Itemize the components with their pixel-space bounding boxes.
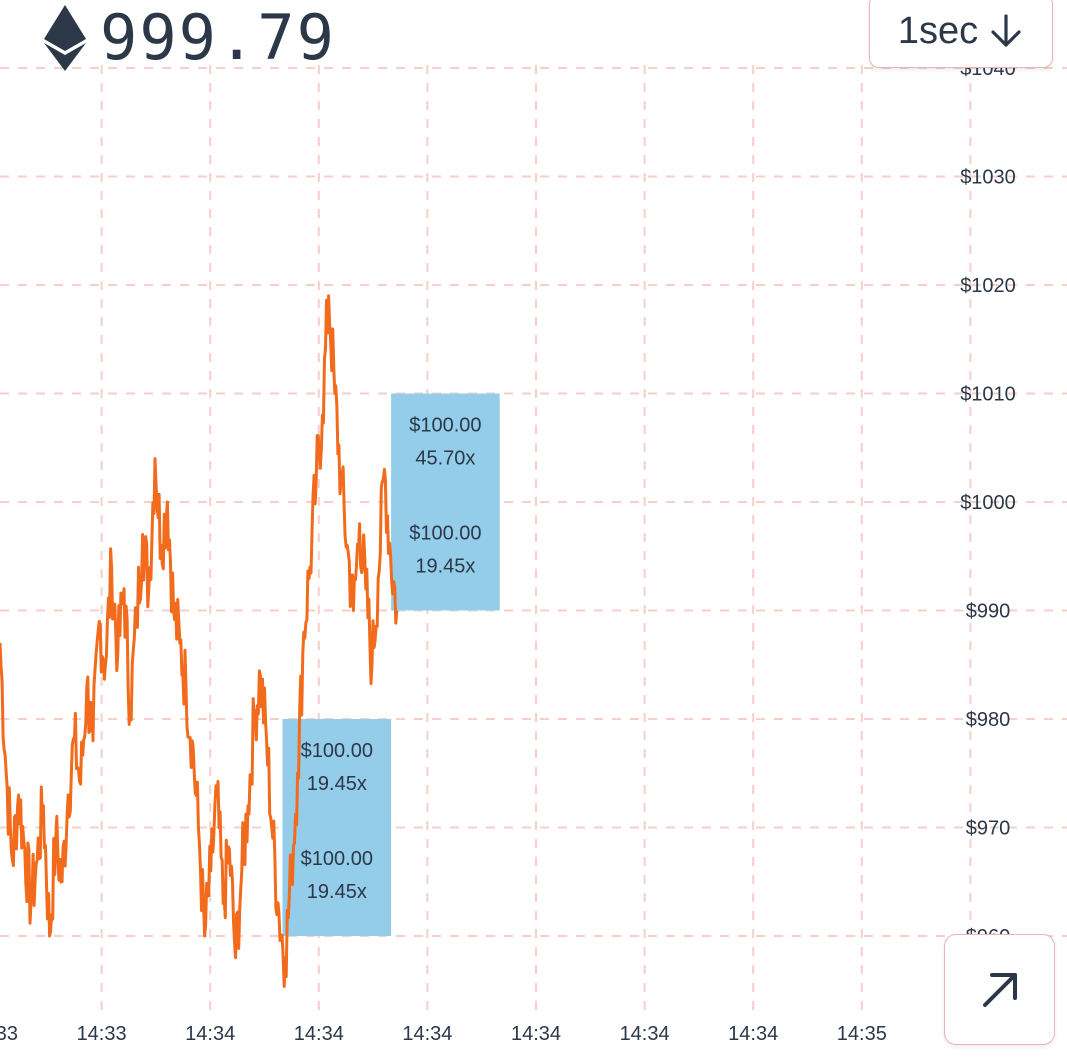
arrow-up-right-icon — [982, 972, 1017, 1007]
x-tick-label: 14:34 — [402, 1023, 452, 1045]
ethereum-icon — [44, 5, 86, 71]
x-axis: 14:33 14:33 14:34 14:34 14:34 14:34 14:34 14:34… — [0, 1023, 995, 1045]
price-header: 999.79 — [44, 0, 336, 76]
bet-multiplier: 19.45x — [307, 881, 367, 903]
bet-amount: $100.00 — [409, 523, 481, 545]
interval-label: 1sec — [897, 9, 979, 52]
current-price: 999.79 — [100, 1, 336, 74]
bet-box[interactable]: $100.00 19.45x $100.00 19.45x — [282, 719, 392, 936]
x-tick-label: 14:33 — [0, 1023, 18, 1045]
y-tick-label: $1010 — [960, 384, 1016, 406]
x-tick-label: 14:34 — [294, 1023, 344, 1045]
bet-amount: $100.00 — [409, 415, 481, 437]
y-tick-label: $1030 — [960, 167, 1016, 189]
price-line-layer — [0, 294, 399, 988]
x-tick-label: 14:34 — [511, 1023, 561, 1045]
y-tick-label: $1000 — [960, 492, 1016, 514]
x-tick-label: 14:35 — [837, 1023, 887, 1045]
bet-box-background[interactable] — [391, 393, 500, 611]
y-tick-label: $1020 — [960, 275, 1016, 297]
bet-amount: $100.00 — [301, 848, 373, 870]
bet-multiplier: 19.45x — [307, 773, 367, 795]
y-axis: $1040$1030$1020$1010$1000$990$980$970$96… — [960, 58, 1016, 948]
y-tick-label: $990 — [966, 601, 1011, 623]
interval-selector-button[interactable]: 1sec — [869, 0, 1053, 68]
bet-amount: $100.00 — [301, 740, 373, 762]
x-tick-label: 14:34 — [185, 1023, 235, 1045]
x-tick-label: 14:34 — [728, 1023, 778, 1045]
expand-button[interactable] — [944, 934, 1055, 1045]
x-tick-label: 14:34 — [620, 1023, 670, 1045]
price-line — [0, 294, 399, 988]
x-tick-label: 14:33 — [77, 1023, 127, 1045]
bet-box-background[interactable] — [282, 719, 392, 936]
y-tick-label: $980 — [966, 709, 1011, 731]
bet-box[interactable]: $100.00 45.70x $100.00 19.45x — [391, 393, 500, 611]
arrow-down-icon — [991, 14, 1021, 47]
bet-multiplier: 45.70x — [415, 448, 475, 470]
bet-boxes[interactable]: $100.0019.45x$100.0019.45x$100.0045.70x$… — [282, 393, 500, 937]
y-tick-label: $970 — [966, 818, 1011, 840]
bet-multiplier: 19.45x — [415, 556, 475, 578]
